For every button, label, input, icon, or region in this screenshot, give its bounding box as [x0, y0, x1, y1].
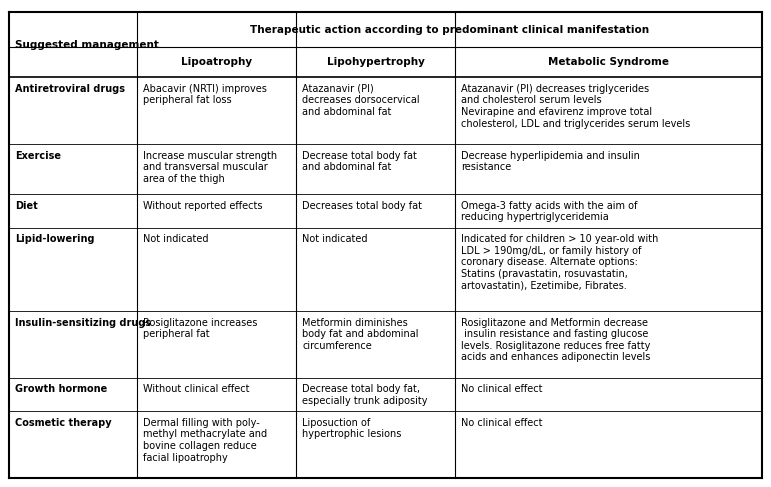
Text: Metabolic Syndrome: Metabolic Syndrome — [548, 57, 669, 67]
Text: Insulin-sensitizing drugs: Insulin-sensitizing drugs — [15, 318, 152, 328]
Text: Rosiglitazone increases
peripheral fat: Rosiglitazone increases peripheral fat — [143, 318, 258, 339]
Text: Increase muscular strength
and transversal muscular
area of the thigh: Increase muscular strength and transvers… — [143, 150, 277, 184]
Text: Rosiglitazone and Metformin decrease
 insulin resistance and fasting glucose
lev: Rosiglitazone and Metformin decrease ins… — [462, 318, 651, 362]
Text: No clinical effect: No clinical effect — [462, 418, 543, 428]
Text: Atazanavir (PI)
decreases dorsocervical
and abdominal fat: Atazanavir (PI) decreases dorsocervical … — [302, 84, 420, 117]
Text: Exercise: Exercise — [15, 150, 62, 161]
Text: Without reported effects: Without reported effects — [143, 201, 263, 211]
Text: Decrease total body fat,
especially trunk adiposity: Decrease total body fat, especially trun… — [302, 384, 428, 406]
Text: Dermal filling with poly-
methyl methacrylate and
bovine collagen reduce
facial : Dermal filling with poly- methyl methacr… — [143, 418, 268, 463]
Text: Indicated for children > 10 year-old with
LDL > 190mg/dL, or family history of
c: Indicated for children > 10 year-old wit… — [462, 234, 659, 290]
Text: Lipid-lowering: Lipid-lowering — [15, 234, 95, 244]
Text: Without clinical effect: Without clinical effect — [143, 384, 250, 394]
Text: No clinical effect: No clinical effect — [462, 384, 543, 394]
Text: Metformin diminishes
body fat and abdominal
circumference: Metformin diminishes body fat and abdomi… — [302, 318, 419, 351]
Text: Lipohypertrophy: Lipohypertrophy — [327, 57, 425, 67]
Text: Growth hormone: Growth hormone — [15, 384, 108, 394]
Text: Decrease total body fat
and abdominal fat: Decrease total body fat and abdominal fa… — [302, 150, 417, 172]
Text: Omega-3 fatty acids with the aim of
reducing hypertriglyceridemia: Omega-3 fatty acids with the aim of redu… — [462, 201, 638, 222]
Text: Atazanavir (PI) decreases triglycerides
and cholesterol serum levels
Nevirapine : Atazanavir (PI) decreases triglycerides … — [462, 84, 691, 129]
Text: Diet: Diet — [15, 201, 39, 211]
Text: Not indicated: Not indicated — [302, 234, 368, 244]
Text: Decrease hyperlipidemia and insulin
resistance: Decrease hyperlipidemia and insulin resi… — [462, 150, 641, 172]
Text: Suggested management: Suggested management — [15, 40, 160, 50]
Text: Cosmetic therapy: Cosmetic therapy — [15, 418, 112, 428]
Text: Decreases total body fat: Decreases total body fat — [302, 201, 423, 211]
Text: Not indicated: Not indicated — [143, 234, 208, 244]
Text: Abacavir (NRTI) improves
peripheral fat loss: Abacavir (NRTI) improves peripheral fat … — [143, 84, 267, 105]
Text: Antiretroviral drugs: Antiretroviral drugs — [15, 84, 126, 94]
Text: Therapeutic action according to predominant clinical manifestation: Therapeutic action according to predomin… — [250, 25, 649, 35]
Text: Liposuction of
hypertrophic lesions: Liposuction of hypertrophic lesions — [302, 418, 402, 439]
Text: Lipoatrophy: Lipoatrophy — [181, 57, 252, 67]
